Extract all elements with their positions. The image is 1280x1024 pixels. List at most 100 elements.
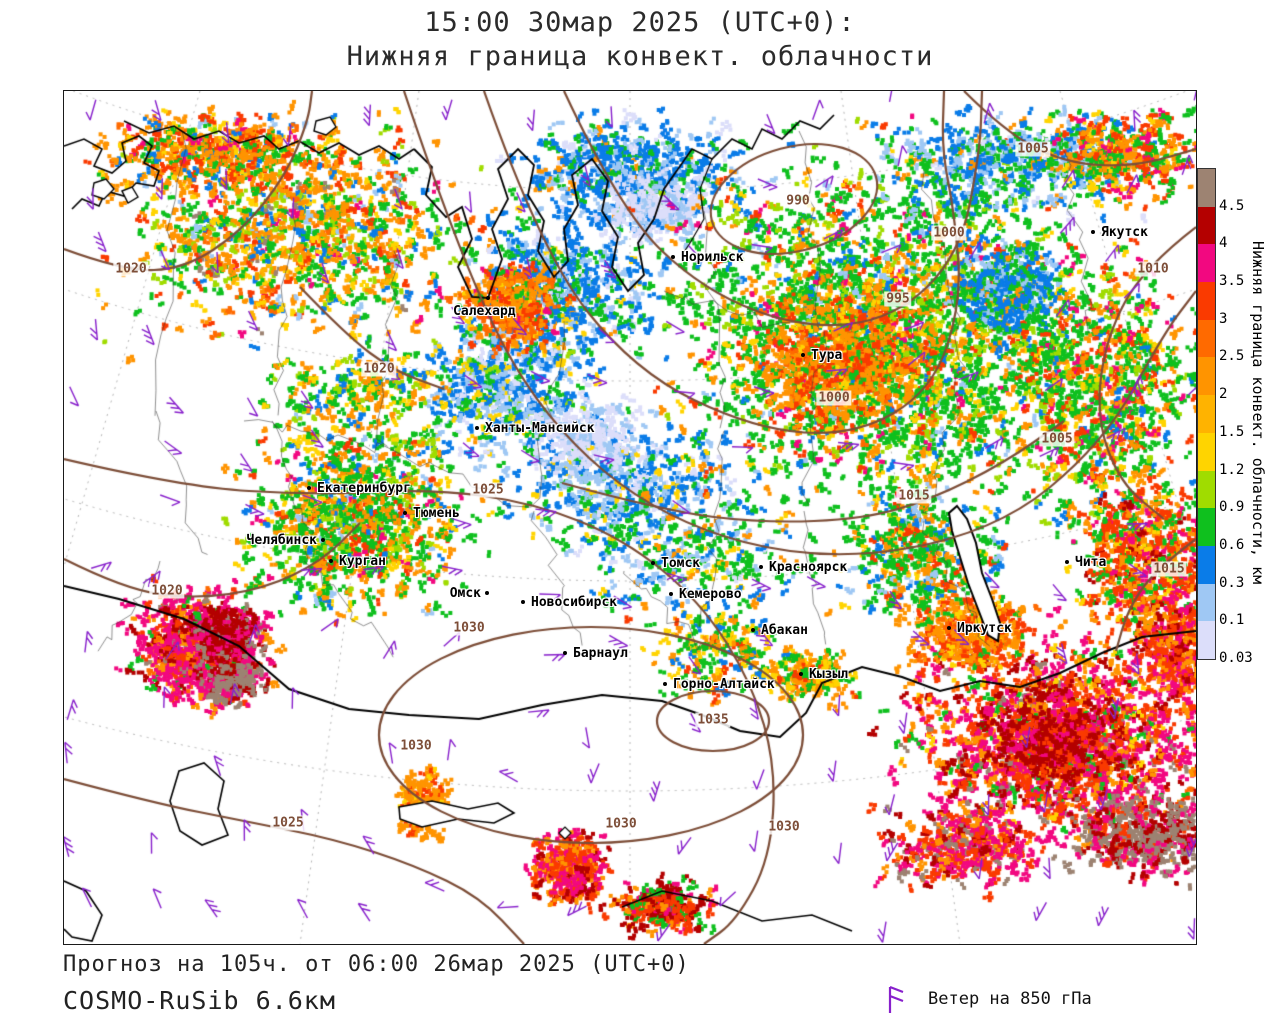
wind-barb-icon	[888, 985, 904, 1013]
title-line-parameter: Нижняя граница конвект. облачности	[346, 41, 934, 72]
isobar-label: 1020	[361, 361, 397, 377]
city-label: Курган	[339, 554, 386, 569]
colorbar-tick: 0.9	[1219, 499, 1245, 516]
city-dot	[759, 565, 763, 569]
colorbar-band	[1198, 206, 1215, 245]
colorbar-ticks: 4.5 4 3.5 3 2.5 2 1.5 1.2 0.9 0.6 0.3 0.1 0.03	[1219, 168, 1259, 666]
city-label: Омск	[449, 586, 481, 601]
colorbar-bands	[1197, 168, 1216, 660]
city-label: Абакан	[761, 623, 808, 638]
city-label: Барнаул	[573, 646, 628, 661]
title-line-datetime: 15:00 30мар 2025 (UTC+0):	[424, 7, 856, 38]
city-dot	[521, 600, 525, 604]
forecast-info-text: Прогноз на 105ч. от 06:00 26мар 2025 (UT…	[63, 952, 690, 977]
page-title: 15:00 30мар 2025 (UTC+0): Нижняя граница…	[0, 6, 1280, 74]
city-label: Ханты-Мансийск	[485, 421, 595, 436]
city-dot	[329, 559, 333, 563]
isobar-label: 1035	[695, 712, 731, 728]
city-label: Челябинск	[246, 533, 317, 548]
weather-map-canvas	[64, 91, 1196, 944]
isobar-label: 995	[884, 291, 912, 307]
city-dot	[663, 682, 667, 686]
colorbar-band	[1198, 470, 1215, 509]
isobar-label: 1005	[1039, 431, 1075, 447]
colorbar-band	[1198, 319, 1215, 358]
colorbar-band	[1198, 357, 1215, 396]
city-label: Тура	[811, 348, 843, 363]
isobar-label: 1030	[766, 819, 802, 835]
city-label: Тюмень	[413, 506, 460, 521]
city-label: Салехард	[453, 304, 516, 319]
isobar-label: 1030	[451, 620, 487, 636]
colorbar-band	[1198, 395, 1215, 433]
city-label: Горно-Алтайск	[673, 677, 775, 692]
colorbar-tick: 0.03	[1219, 650, 1253, 666]
colorbar-band	[1198, 545, 1215, 584]
city-dot	[751, 628, 755, 632]
colorbar-axis-label: Нижняя граница конвект. облачности, км	[1249, 241, 1267, 585]
colorbar-tick: 0.3	[1219, 574, 1245, 591]
city-dot	[307, 486, 311, 490]
isobar-label: 1020	[113, 261, 149, 277]
isobar-label: 1030	[398, 738, 434, 754]
city-dot	[563, 651, 567, 655]
city-label: Кемерово	[679, 587, 742, 602]
city-dot	[947, 626, 951, 630]
city-dot	[475, 426, 479, 430]
city-dot	[1065, 560, 1069, 564]
city-dot	[799, 672, 803, 676]
colorbar-band	[1198, 508, 1215, 546]
city-label: Кызыл	[809, 667, 849, 682]
wind-legend-label: Ветер на 850 гПа	[928, 989, 1092, 1009]
city-dot	[403, 511, 407, 515]
city-label: Новосибирск	[531, 595, 618, 610]
colorbar-band	[1198, 621, 1215, 659]
city-dot	[669, 592, 673, 596]
city-dot	[1091, 230, 1095, 234]
isobar-label: 1030	[603, 816, 639, 832]
colorbar-tick: 3.5	[1219, 273, 1245, 290]
city-dot	[671, 255, 675, 259]
colorbar-tick: 0.6	[1219, 536, 1245, 553]
isobar-label: 1000	[816, 390, 852, 406]
model-info-text: COSMO-RuSib 6.6км	[63, 986, 336, 1015]
city-dot	[486, 296, 490, 300]
city-dot	[321, 538, 325, 542]
wind-legend: Ветер на 850 гПа	[878, 982, 1092, 1016]
map-area: 990 995 1000 1000 1005 1005 1010 1015 1015 1020 10…	[63, 90, 1197, 945]
city-label: Иркутск	[957, 621, 1012, 636]
colorbar-tick: 4.5	[1219, 197, 1245, 214]
isobar-label: 1015	[896, 488, 932, 504]
isobar-label: 1015	[1151, 561, 1187, 577]
isobar-label: 1025	[470, 482, 506, 498]
city-label: Якутск	[1101, 225, 1148, 240]
colorbar-band	[1198, 244, 1215, 283]
city-dot	[801, 353, 805, 357]
colorbar-tick: 4	[1219, 235, 1228, 252]
city-label: Норильск	[681, 250, 744, 265]
colorbar-tick: 3	[1219, 310, 1228, 327]
colorbar-tick: 1.5	[1219, 423, 1245, 440]
isobar-label: 1000	[931, 225, 967, 241]
colorbar-tick: 2	[1219, 386, 1228, 403]
colorbar-band	[1198, 169, 1215, 207]
isobar-label: 990	[784, 193, 812, 209]
city-label: Чита	[1075, 555, 1107, 570]
isobar-label: 1025	[270, 815, 306, 831]
isobar-label: 1005	[1015, 141, 1051, 157]
city-label: Екатеринбург	[317, 481, 411, 496]
colorbar-tick: 1.2	[1219, 461, 1245, 478]
isobar-label: 1010	[1135, 261, 1171, 277]
isobar-label: 1020	[149, 583, 185, 599]
colorbar-band	[1198, 282, 1215, 320]
colorbar-tick: 2.5	[1219, 348, 1245, 365]
colorbar-tick: 0.1	[1219, 612, 1245, 629]
colorbar-band	[1198, 432, 1215, 471]
city-label: Томск	[661, 556, 701, 571]
map-labels-layer: 990 995 1000 1000 1005 1005 1010 1015 1015 1020 10…	[64, 91, 1196, 944]
city-dot	[485, 591, 489, 595]
colorbar-band	[1198, 583, 1215, 622]
city-label: Красноярск	[769, 560, 848, 575]
city-dot	[651, 561, 655, 565]
